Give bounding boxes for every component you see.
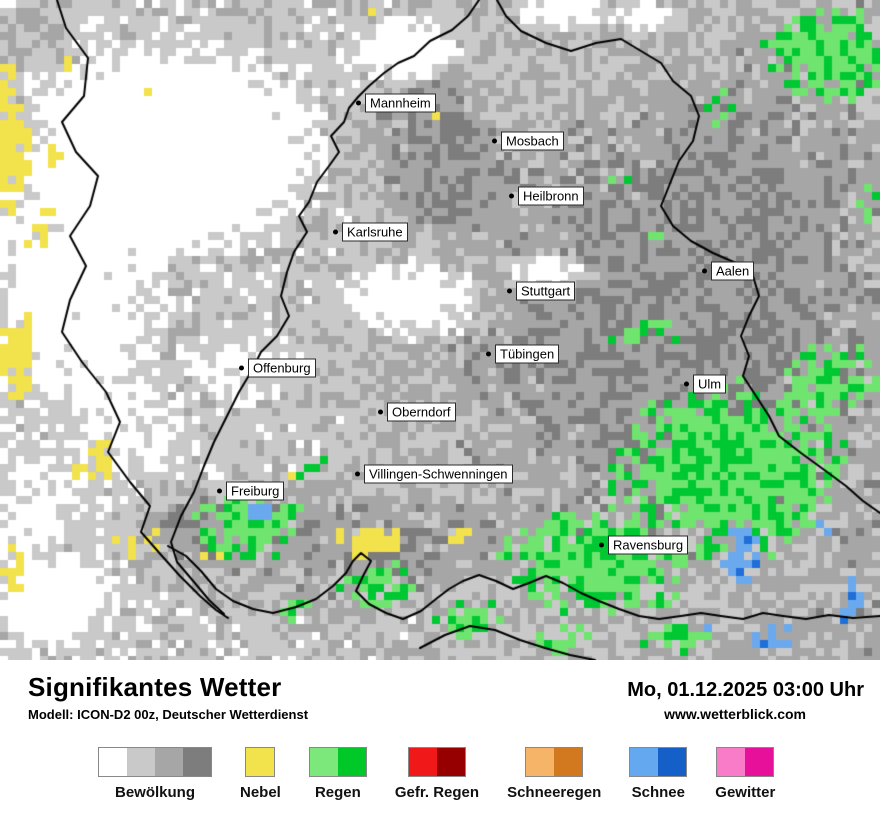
city-label: Villingen-Schwenningen	[364, 464, 513, 484]
city-label: Tübingen	[495, 344, 560, 364]
weather-map: Mannheim Mosbach Heilbronn Karlsruhe Stuttga…	[0, 0, 880, 660]
legend-swatch	[246, 748, 275, 776]
datetime-label: Mo, 01.12.2025 03:00 Uhr	[627, 679, 864, 701]
legend-label: Gefr. Regen	[394, 784, 480, 801]
legend-group-schnee: Schnee	[629, 747, 688, 801]
city-marker-freiburg: Freiburg	[217, 481, 285, 501]
city-label: Mosbach	[501, 131, 564, 151]
legend-swatch	[155, 748, 183, 776]
legend-swatch	[436, 748, 465, 776]
legend-swatch	[309, 748, 338, 776]
city-dot-icon	[486, 351, 491, 357]
city-marker-aalen: Aalen	[702, 261, 755, 281]
city-dot-icon	[355, 471, 360, 477]
map-city-labels: Mannheim Mosbach Heilbronn Karlsruhe Stuttga…	[217, 93, 755, 555]
legend-swatch	[408, 748, 437, 776]
city-marker-mosbach: Mosbach	[492, 131, 564, 151]
city-label: Mannheim	[365, 93, 436, 113]
legend-swatch	[526, 748, 555, 776]
weather-map-canvas	[0, 0, 880, 660]
city-dot-icon	[333, 229, 338, 235]
model-info: Modell: ICON-D2 00z, Deutscher Wetterdie…	[28, 707, 309, 722]
legend-label: Gewitter	[715, 784, 776, 801]
city-label: Stuttgart	[516, 281, 576, 301]
city-dot-icon	[684, 381, 689, 387]
city-label: Aalen	[711, 261, 755, 281]
city-dot-icon	[509, 193, 514, 199]
legend-swatch	[658, 748, 687, 776]
legend-swatch	[337, 748, 366, 776]
legend-label: Regen	[314, 784, 361, 801]
city-label: Offenburg	[248, 358, 316, 378]
city-dot-icon	[356, 100, 361, 106]
legend: Bewölkung Nebel Regen Gefr. Regen Schneerege…	[0, 747, 880, 801]
legend-label: Schnee	[631, 784, 685, 801]
legend-swatch-bar	[98, 747, 212, 777]
legend-group-bew-lkung: Bewölkung	[98, 747, 212, 801]
legend-swatch	[745, 748, 774, 776]
city-label: Ulm	[693, 374, 727, 394]
legend-group-gewitter: Gewitter	[715, 747, 775, 801]
city-label: Ravensburg	[608, 535, 689, 555]
legend-group-gefr-regen: Gefr. Regen	[395, 747, 479, 801]
city-dot-icon	[492, 138, 497, 144]
city-label: Oberndorf	[387, 402, 456, 422]
city-dot-icon	[507, 288, 512, 294]
website-label: www.wetterblick.com	[664, 706, 806, 722]
legend-swatch-bar	[308, 747, 367, 777]
legend-swatch-bar	[716, 747, 775, 777]
page-title: Signifikantes Wetter	[28, 672, 282, 702]
city-dot-icon	[217, 488, 222, 494]
city-label: Heilbronn	[518, 186, 584, 206]
city-marker-karlsruhe: Karlsruhe	[333, 222, 408, 242]
legend-swatch	[183, 748, 211, 776]
city-dot-icon	[599, 542, 604, 548]
legend-label: Nebel	[240, 784, 281, 801]
title-row: Signifikantes Wetter Mo, 01.12.2025 03:0…	[0, 672, 880, 703]
legend-swatch	[554, 748, 583, 776]
legend-swatch	[717, 748, 746, 776]
legend-swatch-bar	[629, 747, 688, 777]
legend-swatch	[127, 748, 155, 776]
city-dot-icon	[378, 409, 383, 415]
legend-swatch	[630, 748, 659, 776]
legend-swatch-bar	[245, 747, 276, 777]
city-label: Freiburg	[226, 481, 285, 501]
legend-group-schneeregen: Schneeregen	[507, 747, 601, 801]
legend-group-nebel: Nebel	[240, 747, 281, 801]
city-marker-ulm: Ulm	[684, 374, 727, 394]
city-marker-heilbronn: Heilbronn	[509, 186, 584, 206]
city-marker-offenburg: Offenburg	[239, 358, 316, 378]
city-marker-mannheim: Mannheim	[356, 93, 436, 113]
city-marker-oberndorf: Oberndorf	[378, 402, 456, 422]
subtitle-row: Modell: ICON-D2 00z, Deutscher Wetterdie…	[0, 703, 880, 722]
city-marker-villingen-schwenningen: Villingen-Schwenningen	[355, 464, 513, 484]
legend-group-regen: Regen	[308, 747, 367, 801]
city-dot-icon	[239, 365, 244, 371]
legend-swatch-bar	[407, 747, 466, 777]
legend-swatch-bar	[525, 747, 584, 777]
legend-swatch	[99, 748, 127, 776]
city-marker-ravensburg: Ravensburg	[599, 535, 689, 555]
legend-label: Schneeregen	[507, 784, 602, 801]
city-marker-t-bingen: Tübingen	[486, 344, 560, 364]
info-panel: Signifikantes Wetter Mo, 01.12.2025 03:0…	[0, 660, 880, 830]
legend-label: Bewölkung	[114, 784, 195, 801]
city-marker-stuttgart: Stuttgart	[507, 281, 576, 301]
city-label: Karlsruhe	[342, 222, 408, 242]
city-dot-icon	[702, 268, 707, 274]
